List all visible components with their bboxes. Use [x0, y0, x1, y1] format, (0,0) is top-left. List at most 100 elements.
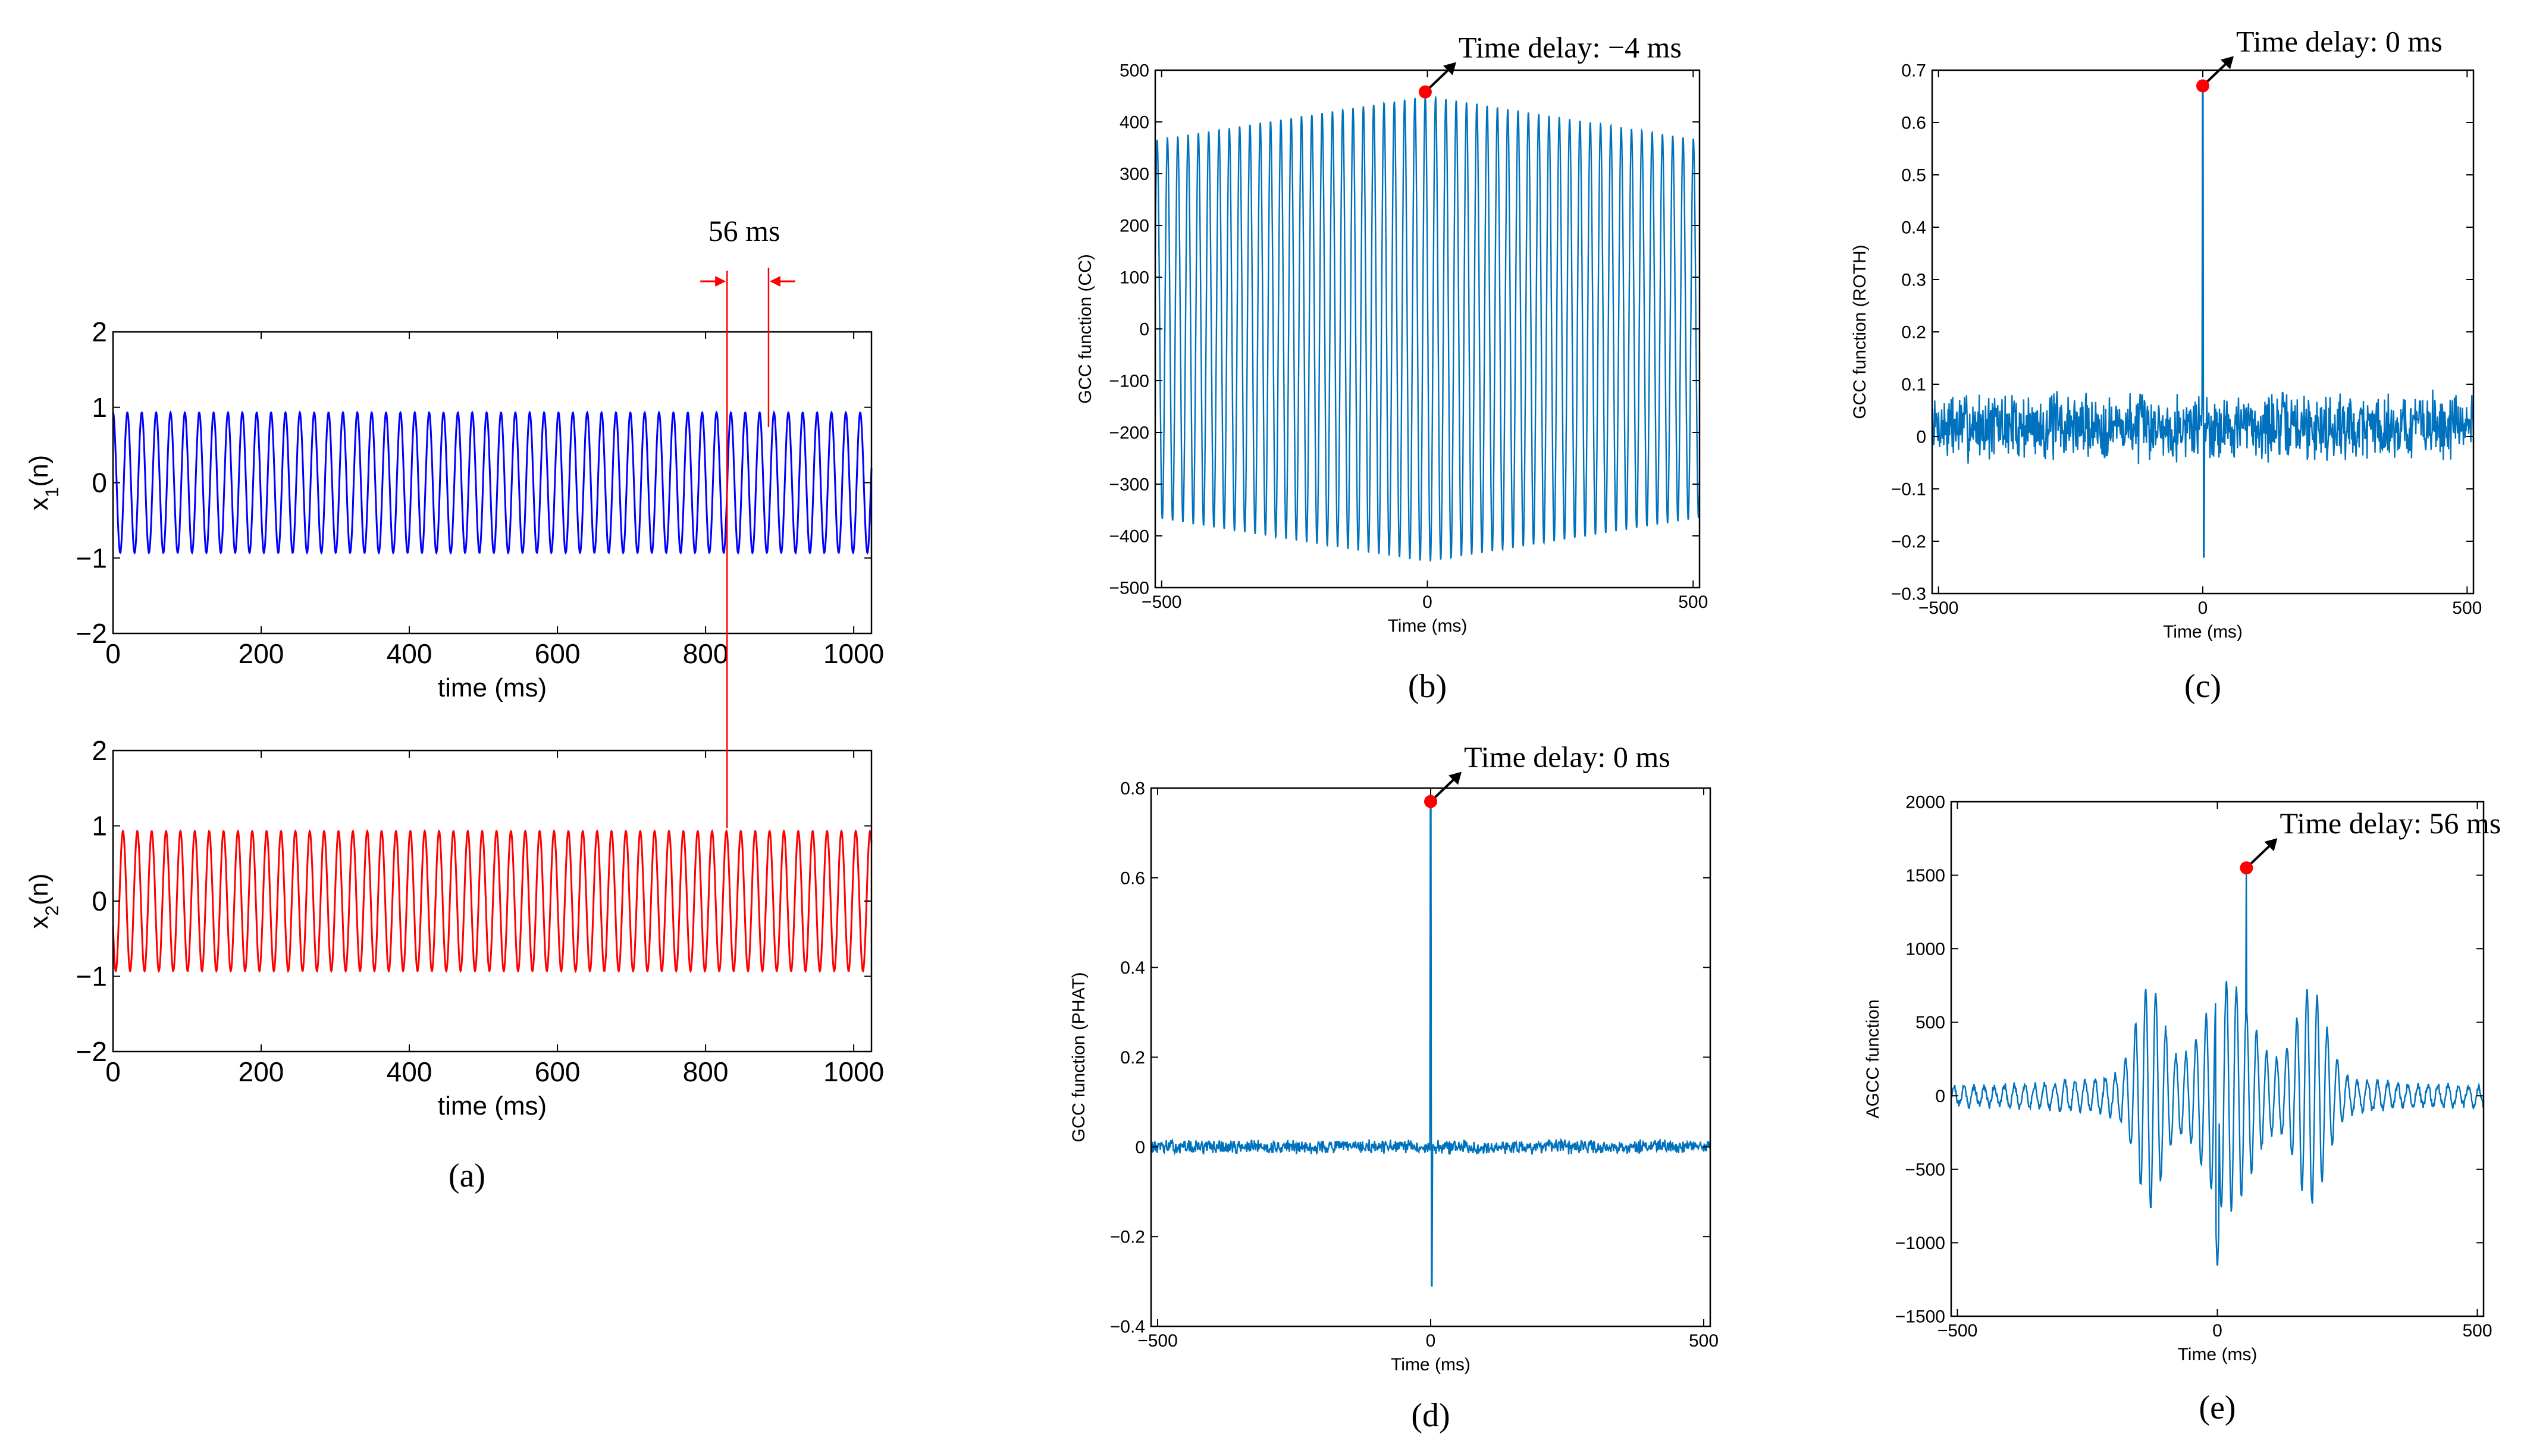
y-tick-label-b: −100	[1109, 372, 1149, 391]
x-tick-label-e: 500	[2462, 1321, 2492, 1341]
x-tick-label-a_top: 600	[535, 638, 581, 669]
x-tick-label-b: −500	[1142, 592, 1182, 612]
x-axis-label-e: Time (ms)	[2178, 1345, 2258, 1364]
y-tick-label-d: 0.6	[1120, 868, 1145, 888]
y-tick-label-b: 400	[1120, 113, 1149, 133]
subcaption-b: (b)	[1408, 668, 1447, 705]
y-tick-label-e: 500	[1915, 1013, 1945, 1033]
y-tick-label-a_top: 2	[92, 316, 107, 347]
y-tick-label-a_top: −1	[76, 542, 107, 573]
subcaption-c: (c)	[2184, 668, 2221, 705]
peak-marker-c	[2196, 79, 2209, 93]
x-tick-label-d: −500	[1137, 1331, 1178, 1351]
peak-marker-e	[2240, 861, 2253, 875]
x-tick-label-a_bottom: 200	[239, 1056, 284, 1087]
delay-annotation: 56 ms	[700, 214, 795, 828]
x-tick-label-a_top: 1000	[823, 638, 884, 669]
y-tick-label-c: −0.1	[1891, 480, 1926, 500]
panel-e: −500 0 500 −1500 −1000 −500 0 500 1000 1500 2000 Ti…	[1863, 793, 2501, 1427]
x-tick-label-b: 0	[1422, 592, 1432, 612]
y-tick-label-d: 0.8	[1120, 779, 1145, 799]
panel-b: −500 0 500 −500 −400 −300 −200 −100 0 100 200 300 40…	[1076, 31, 1708, 705]
panel-c: −500 0 500 −0.3 −0.2 −0.1 0 0.1 0.2 0.3 0.4 0.5 0.6 0…	[1850, 24, 2482, 705]
y-tick-label-d: −0.2	[1110, 1228, 1145, 1247]
series-line-a_bottom	[112, 829, 873, 974]
peak-arrowhead-d	[1449, 771, 1462, 785]
y-tick-label-b: −300	[1109, 475, 1149, 495]
delay-arrowhead-right	[769, 276, 780, 287]
x-tick-label-c: 0	[2198, 598, 2208, 618]
y-tick-label-c: −0.3	[1891, 585, 1926, 604]
peak-label-d: Time delay: 0 ms	[1464, 740, 1670, 774]
y-tick-label-c: 0.3	[1901, 271, 1926, 290]
y-tick-label-a_bottom: 2	[92, 735, 107, 766]
x-axis-label-a_bottom: time (ms)	[438, 1091, 547, 1121]
x-tick-label-a_bottom: 0	[105, 1056, 121, 1087]
y-tick-label-b: 200	[1120, 216, 1149, 236]
series-line-e	[1950, 868, 2484, 1266]
y-tick-label-c: 0.4	[1901, 218, 1926, 238]
x-tick-label-e: 0	[2212, 1321, 2222, 1341]
x-tick-label-c: −500	[1918, 598, 1959, 618]
x-tick-label-d: 0	[1426, 1331, 1436, 1351]
x-tick-label-d: 500	[1689, 1331, 1719, 1351]
subcaption-e: (e)	[2199, 1389, 2236, 1426]
y-tick-label-b: −500	[1109, 579, 1149, 598]
series-line-a_top	[112, 410, 873, 555]
y-tick-label-c: 0.5	[1901, 166, 1926, 186]
peak-arrowhead-e	[2264, 838, 2278, 852]
x-axis-label-b: Time (ms)	[1388, 616, 1468, 636]
peak-label-c: Time delay: 0 ms	[2236, 24, 2443, 58]
y-axis-label-a_top: x1(n)	[24, 455, 62, 510]
series-line-d	[1150, 801, 1711, 1287]
peak-marker-d	[1424, 795, 1437, 808]
y-tick-label-b: 100	[1120, 268, 1149, 288]
y-tick-label-c: −0.2	[1891, 532, 1926, 552]
y-tick-label-a_top: −2	[76, 618, 107, 649]
y-tick-label-c: 0.7	[1901, 61, 1926, 81]
y-tick-label-e: −1000	[1895, 1234, 1945, 1253]
axes-box-a_top	[112, 331, 873, 635]
axes-box-e	[1950, 801, 2485, 1317]
series-line-b	[1154, 95, 1701, 561]
y-tick-label-c: 0.6	[1901, 114, 1926, 133]
series-line-c	[1931, 85, 2475, 558]
y-axis-label-d: GCC function (PHAT)	[1069, 972, 1089, 1142]
y-tick-label-e: 1500	[1905, 866, 1945, 886]
y-tick-label-a_bottom: −2	[76, 1036, 107, 1067]
y-tick-label-e: 1000	[1905, 940, 1945, 959]
y-tick-label-c: 0.1	[1901, 375, 1926, 395]
x-tick-label-b: 500	[1678, 592, 1708, 612]
y-tick-label-b: −400	[1109, 527, 1149, 547]
x-tick-label-a_top: 0	[105, 638, 121, 669]
subcaption-a_bottom: (a)	[449, 1157, 485, 1194]
x-tick-label-a_top: 800	[683, 638, 729, 669]
y-tick-label-b: −200	[1109, 423, 1149, 443]
y-tick-label-a_top: 1	[92, 392, 107, 423]
panel-d: −500 0 500 −0.4 −0.2 0 0.2 0.4 0.6 0.8 Time (ms) GC…	[1069, 740, 1719, 1434]
y-tick-label-d: −0.4	[1110, 1317, 1145, 1337]
x-tick-label-e: −500	[1937, 1321, 1978, 1341]
x-axis-label-a_top: time (ms)	[438, 673, 547, 702]
y-tick-label-d: 0.2	[1120, 1048, 1145, 1068]
y-axis-label-a_bottom: x2(n)	[24, 873, 62, 928]
panel-a-top: 0 200 400 600 800 1000 −2 −1 0 1 2 time (ms) x1(n)	[24, 316, 884, 702]
peak-marker-b	[1418, 85, 1432, 99]
x-tick-label-c: 500	[2452, 598, 2482, 618]
y-tick-label-a_bottom: 0	[92, 886, 107, 917]
x-tick-label-a_bottom: 1000	[823, 1056, 884, 1087]
y-tick-label-b: 300	[1120, 165, 1149, 184]
panel-a-bottom: 0 200 400 600 800 1000 −2 −1 0 1 2 time (ms) x2(n) (a…	[24, 735, 884, 1194]
y-axis-label-b: GCC function (CC)	[1076, 254, 1095, 404]
y-axis-label-c: GCC function (ROTH)	[1850, 244, 1870, 419]
y-tick-label-c: 0	[1916, 428, 1926, 447]
y-tick-label-d: 0.4	[1120, 958, 1145, 978]
x-tick-label-a_bottom: 400	[387, 1056, 432, 1087]
y-tick-label-a_bottom: −1	[76, 961, 107, 992]
y-tick-label-d: 0	[1135, 1138, 1145, 1157]
x-tick-label-a_top: 200	[239, 638, 284, 669]
x-axis-label-d: Time (ms)	[1391, 1355, 1471, 1375]
y-tick-label-a_bottom: 1	[92, 811, 107, 842]
y-axis-label-e: AGCC function	[1863, 999, 1883, 1118]
